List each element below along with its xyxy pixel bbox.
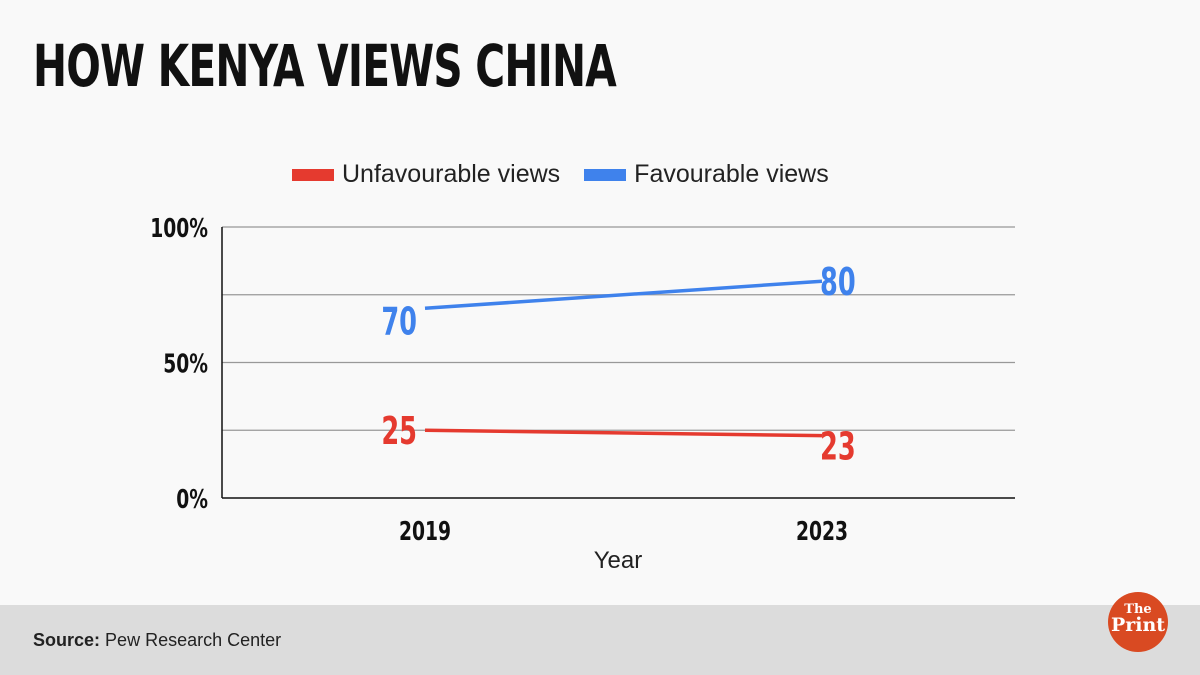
x-axis-label: Year	[594, 547, 643, 574]
data-label: 80	[820, 260, 856, 304]
source-text: Pew Research Center	[105, 630, 282, 650]
legend-item-unfavourable: Unfavourable views	[292, 160, 560, 189]
y-tick-label: 50%	[163, 348, 208, 379]
x-tick-label: 2023	[796, 516, 848, 547]
data-label: 25	[381, 409, 417, 453]
data-label: 23	[820, 425, 856, 469]
legend: Unfavourable views Favourable views	[292, 160, 853, 189]
source-label: Source:	[33, 630, 101, 650]
data-label: 70	[381, 299, 417, 343]
x-tick-label: 2019	[399, 516, 451, 547]
y-tick-label: 0%	[176, 484, 208, 515]
legend-label: Unfavourable views	[342, 160, 561, 188]
source: Source: Pew Research Center	[33, 630, 281, 651]
y-tick-label: 100%	[150, 213, 208, 244]
legend-label: Favourable views	[634, 160, 829, 188]
legend-swatch	[292, 168, 334, 181]
line-chart: 0% 50% 100% 2019 2023 Year 25 23 70 80	[150, 213, 1015, 574]
legend-swatch	[584, 168, 627, 181]
page-title: HOW KENYA VIEWS CHINA	[33, 32, 617, 100]
the-print-logo: The Print	[1108, 592, 1168, 652]
legend-item-favourable: Favourable views	[584, 160, 829, 189]
footer	[0, 605, 1200, 675]
series-line-favourable	[424, 279, 823, 311]
series-line-unfavourable	[424, 428, 823, 438]
